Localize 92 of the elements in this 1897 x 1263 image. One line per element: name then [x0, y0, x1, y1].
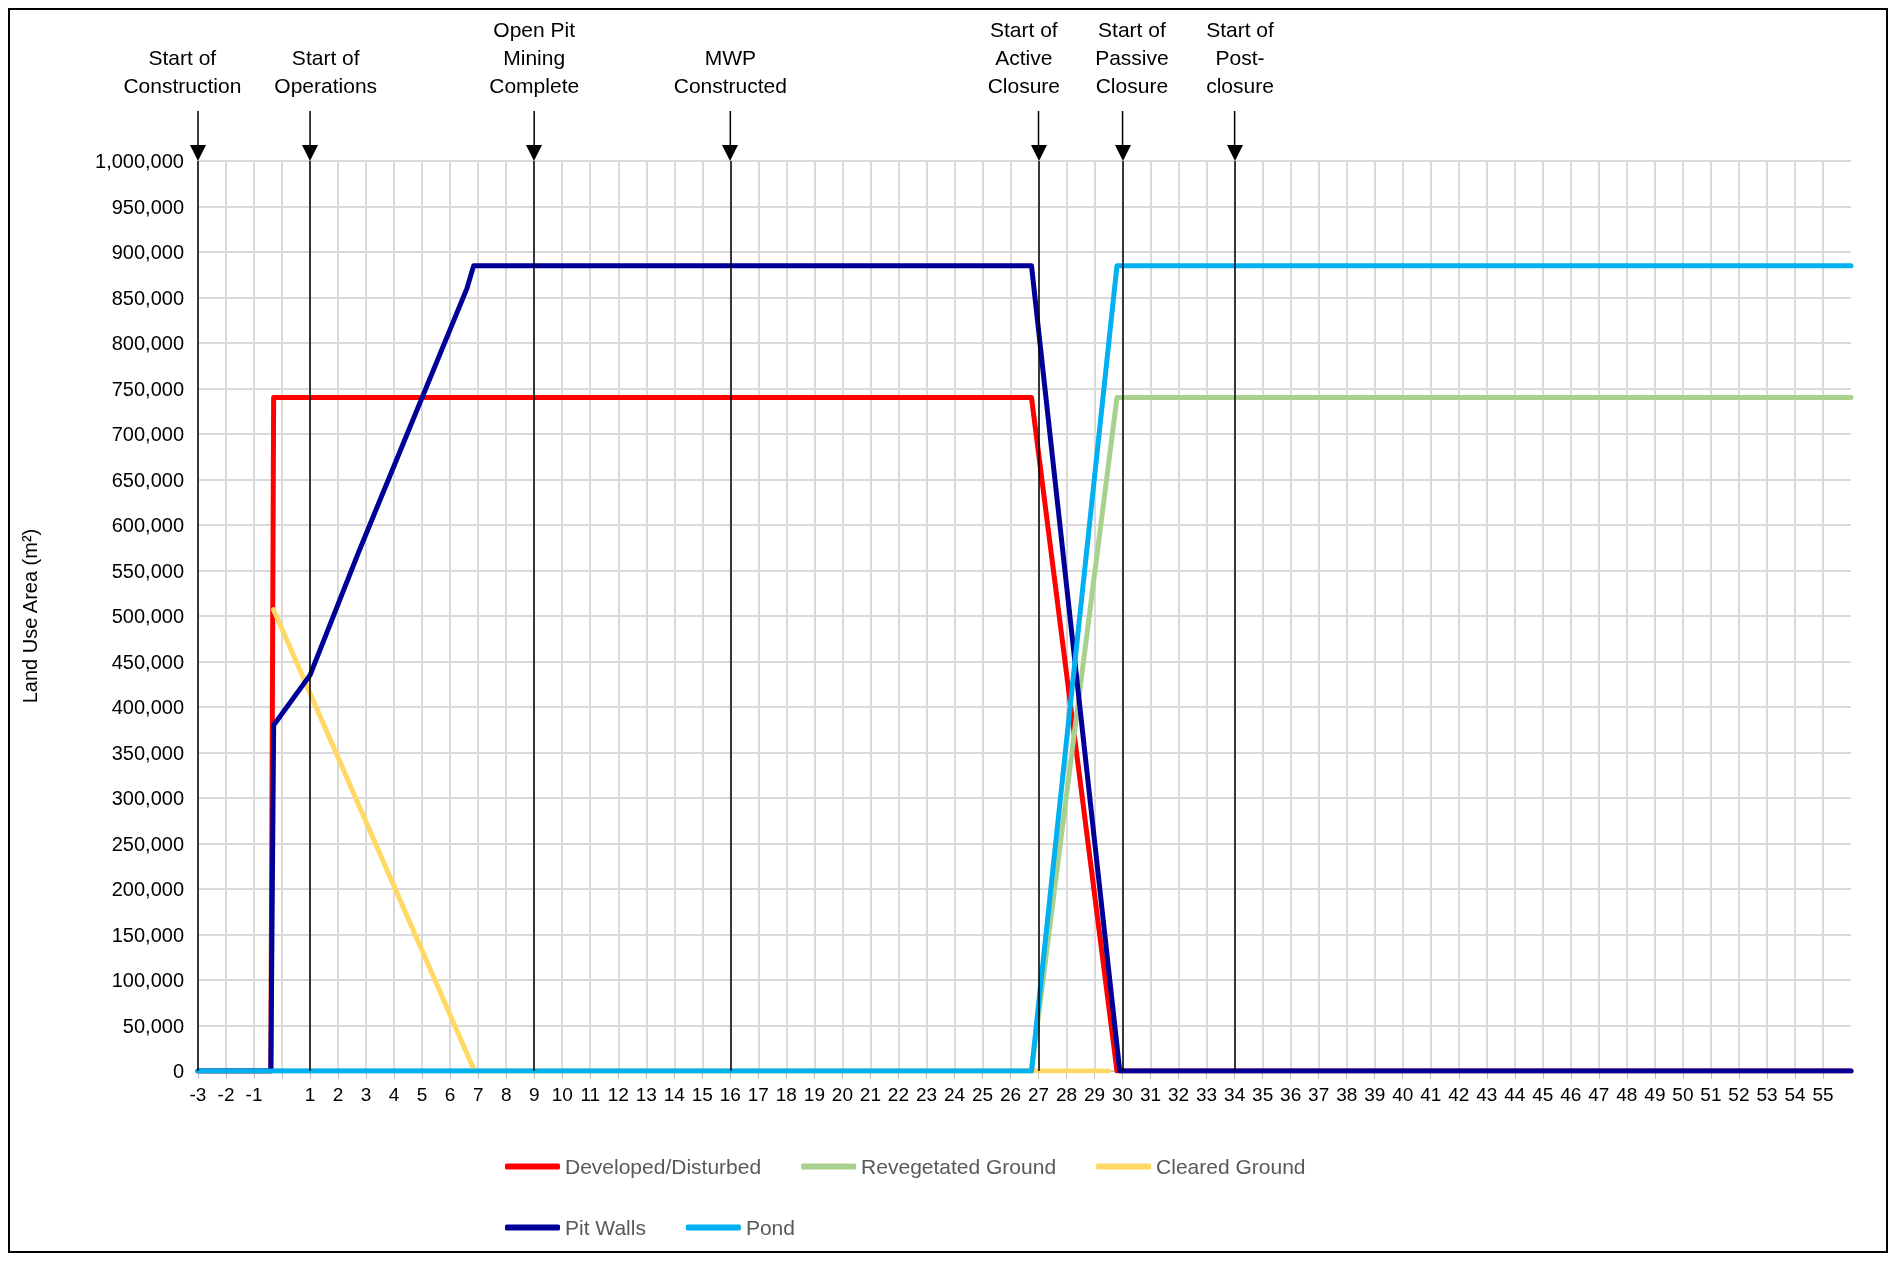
- x-tick-label: -1: [245, 1084, 263, 1105]
- legend-label: Pond: [745, 1216, 795, 1239]
- x-tick-label: 37: [1308, 1084, 1330, 1105]
- x-tick-label: 8: [500, 1084, 512, 1105]
- x-tick-label: 14: [663, 1084, 686, 1105]
- x-tick-label: 18: [775, 1084, 797, 1105]
- y-tick-label: 50,000: [122, 1014, 184, 1037]
- x-tick-label: 23: [915, 1084, 938, 1105]
- y-axis-title: Land Use Area (m²): [19, 528, 41, 704]
- x-tick-label: 41: [1420, 1084, 1442, 1105]
- x-tick-label: 3: [360, 1084, 372, 1105]
- y-tick-label: 850,000: [111, 286, 184, 309]
- x-tick-label: 12: [607, 1084, 629, 1105]
- x-tick-label: 15: [691, 1084, 713, 1105]
- y-tick-label: 450,000: [111, 650, 184, 673]
- y-tick-label: 800,000: [111, 332, 184, 354]
- x-tick-label: 20: [831, 1084, 853, 1105]
- x-tick-label: 5: [416, 1084, 428, 1105]
- x-tick-label: 24: [943, 1084, 966, 1105]
- y-tick-label: 750,000: [111, 377, 184, 400]
- x-tick-label: 25: [971, 1084, 994, 1105]
- x-tick-label: 32: [1168, 1084, 1190, 1105]
- x-tick-label: 50: [1672, 1084, 1694, 1105]
- x-tick-label: 22: [887, 1084, 909, 1105]
- y-tick-label: 500,000: [111, 605, 184, 627]
- x-tick-label: 55: [1812, 1084, 1834, 1105]
- x-tick-label: 35: [1252, 1084, 1274, 1105]
- x-tick-label: 36: [1280, 1084, 1302, 1105]
- y-tick-label: 700,000: [111, 423, 184, 445]
- x-tick-label: 10: [551, 1084, 573, 1105]
- x-tick-label: 39: [1364, 1084, 1386, 1105]
- legend-label: Developed/Disturbed: [565, 1155, 762, 1178]
- x-tick-label: 44: [1504, 1084, 1526, 1105]
- x-tick-label: -2: [217, 1084, 235, 1105]
- x-tick-label: 47: [1588, 1084, 1610, 1105]
- x-tick-label: 45: [1532, 1084, 1554, 1105]
- legend-label: Revegetated Ground: [861, 1155, 1057, 1178]
- y-tick-label: 550,000: [111, 559, 184, 582]
- y-tick-label: 250,000: [111, 832, 184, 855]
- y-tick-label: 150,000: [111, 923, 184, 946]
- x-tick-label: 51: [1700, 1084, 1722, 1105]
- x-tick-label: 21: [859, 1084, 881, 1105]
- x-tick-label: 26: [999, 1084, 1022, 1105]
- y-tick-label: 350,000: [111, 741, 184, 764]
- x-tick-label: 34: [1224, 1084, 1246, 1105]
- x-tick-label: 54: [1784, 1084, 1806, 1105]
- ref-line-label: Start of Passive Closure: [1095, 17, 1169, 97]
- y-tick-label: 950,000: [111, 195, 184, 218]
- legend-label: Cleared Ground: [1156, 1155, 1306, 1178]
- x-tick-label: 4: [388, 1084, 400, 1105]
- ref-line-label: Start of Active Closure: [987, 17, 1061, 97]
- x-tick-label: 27: [1027, 1084, 1050, 1105]
- x-tick-label: 1: [304, 1084, 316, 1105]
- x-tick-label: 46: [1560, 1084, 1582, 1105]
- y-tick-label: 600,000: [111, 514, 184, 536]
- x-tick-label: 28: [1055, 1084, 1078, 1105]
- y-tick-label: 400,000: [111, 696, 184, 718]
- x-tick-label: 42: [1448, 1084, 1470, 1105]
- x-tick-label: 52: [1728, 1084, 1750, 1105]
- x-tick-label: 30: [1111, 1084, 1134, 1105]
- x-tick-label: 16: [719, 1084, 741, 1105]
- x-tick-label: 29: [1083, 1084, 1106, 1105]
- y-tick-label: 650,000: [111, 468, 184, 491]
- x-tick-label: 6: [444, 1084, 456, 1105]
- legend-label: Pit Walls: [565, 1216, 646, 1239]
- x-tick-label: 53: [1756, 1084, 1778, 1105]
- y-tick-label: 0: [172, 1060, 184, 1082]
- y-tick-label: 200,000: [111, 878, 184, 900]
- x-tick-label: 2: [332, 1084, 344, 1105]
- x-tick-label: 43: [1476, 1084, 1498, 1105]
- x-tick-label: 11: [580, 1084, 601, 1105]
- ref-line-label: Start of Construction: [123, 45, 242, 97]
- x-tick-label: -3: [189, 1084, 207, 1105]
- x-tick-label: 48: [1616, 1084, 1638, 1105]
- y-tick-label: 900,000: [111, 241, 184, 263]
- x-tick-label: 40: [1392, 1084, 1414, 1105]
- x-tick-label: 7: [472, 1084, 484, 1105]
- x-tick-label: 13: [635, 1084, 657, 1105]
- x-tick-label: 49: [1644, 1084, 1666, 1105]
- x-tick-label: 38: [1336, 1084, 1358, 1105]
- x-tick-label: 31: [1140, 1084, 1162, 1105]
- ref-line-label: Start of Operations: [274, 45, 378, 97]
- ref-line-label: Open Pit Mining Complete: [489, 17, 580, 97]
- y-tick-label: 100,000: [111, 969, 184, 991]
- y-tick-label: 300,000: [111, 787, 184, 809]
- x-tick-label: 19: [803, 1084, 825, 1105]
- x-tick-label: 33: [1196, 1084, 1218, 1105]
- y-tick-label: 1,000,000: [95, 150, 184, 172]
- x-tick-label: 9: [528, 1084, 540, 1105]
- x-tick-label: 17: [747, 1084, 769, 1105]
- ref-line-label: Start of Post- closure: [1206, 17, 1274, 97]
- ref-line-label: MWP Constructed: [673, 45, 787, 97]
